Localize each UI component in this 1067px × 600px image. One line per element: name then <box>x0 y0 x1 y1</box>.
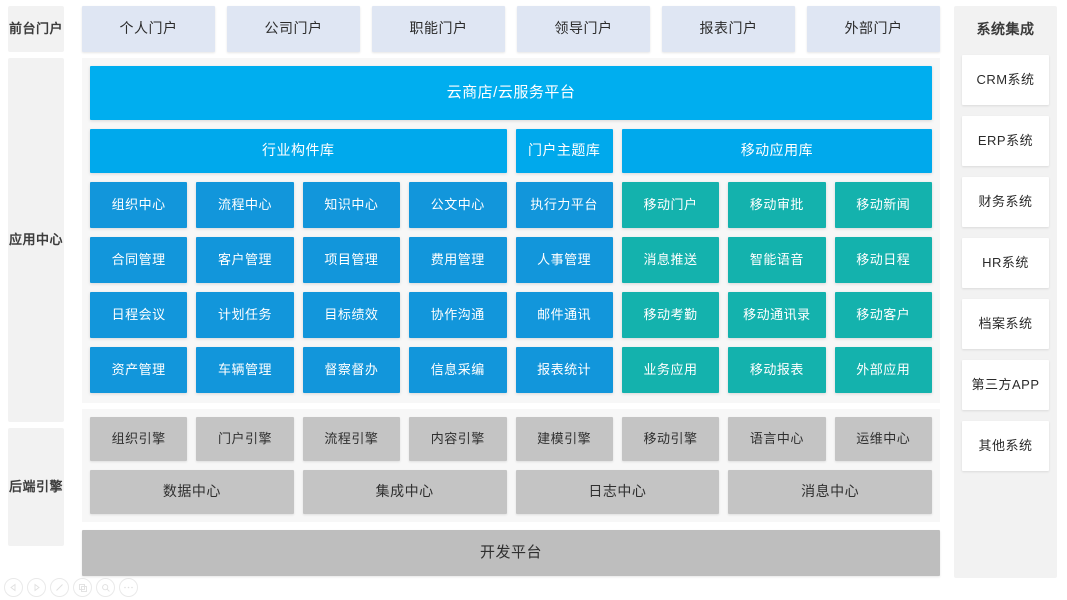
library-mobile-apps[interactable]: 移动应用库 <box>621 129 932 173</box>
module-tile-intelligent-voice[interactable]: 智能语音 <box>728 237 826 283</box>
rail-app-center-text: 应用中心 <box>8 231 63 247</box>
module-tile-schedule-meeting[interactable]: 日程会议 <box>90 292 188 338</box>
module-grid: 组织中心 流程中心 知识中心 公文中心 执行力平台 移动门户 移动审批 移动新闻… <box>90 182 932 393</box>
module-tile-hr-management[interactable]: 人事管理 <box>515 237 613 283</box>
module-tile-information-editing[interactable]: 信息采编 <box>409 347 507 393</box>
module-tile-knowledge-center[interactable]: 知识中心 <box>302 182 401 228</box>
module-tile-organization-center[interactable]: 组织中心 <box>90 182 188 228</box>
engine-tile-mobile[interactable]: 移动引擎 <box>621 417 720 461</box>
center-tile-log[interactable]: 日志中心 <box>515 470 720 514</box>
center-tile-message[interactable]: 消息中心 <box>728 470 932 514</box>
module-tile-mobile-portal[interactable]: 移动门户 <box>621 182 720 228</box>
copy-icon[interactable] <box>73 578 92 597</box>
portal-item-5[interactable]: 外部门户 <box>807 6 940 52</box>
module-tile-message-push[interactable]: 消息推送 <box>621 237 720 283</box>
module-tile-plan-task[interactable]: 计划任务 <box>196 292 294 338</box>
main-body: 云商店/云服务平台 行业构件库 门户主题库 移动应用库 组织中心 流程中心 知识… <box>70 58 950 600</box>
module-tile-email-communication[interactable]: 邮件通讯 <box>515 292 613 338</box>
module-tile-project-management[interactable]: 项目管理 <box>302 237 401 283</box>
portal-strip: 个人门户 公司门户 职能门户 领导门户 报表门户 外部门户 <box>70 0 950 58</box>
pen-icon[interactable] <box>50 578 69 597</box>
library-industry-components[interactable]: 行业构件库 <box>90 129 507 173</box>
module-tile-mobile-calendar[interactable]: 移动日程 <box>834 237 932 283</box>
engine-tile-modeling[interactable]: 建模引擎 <box>515 417 613 461</box>
system-integration-item-erp[interactable]: ERP系统 <box>962 116 1049 166</box>
module-tile-mobile-attendance[interactable]: 移动考勤 <box>621 292 720 338</box>
engine-tile-organization[interactable]: 组织引擎 <box>90 417 188 461</box>
library-portal-themes[interactable]: 门户主题库 <box>515 129 613 173</box>
center-tile-integration[interactable]: 集成中心 <box>302 470 507 514</box>
system-integration-title: 系统集成 <box>976 21 1035 38</box>
rail-front-portal-text: 前台门户 <box>8 20 63 36</box>
center-tile-data[interactable]: 数据中心 <box>90 470 294 514</box>
left-rail-top: 前台门户 <box>0 0 70 58</box>
module-tile-mobile-news[interactable]: 移动新闻 <box>834 182 932 228</box>
module-tile-mobile-approval[interactable]: 移动审批 <box>728 182 826 228</box>
module-tile-mobile-report[interactable]: 移动报表 <box>728 347 826 393</box>
search-icon[interactable] <box>96 578 115 597</box>
module-tile-goal-performance[interactable]: 目标绩效 <box>302 292 401 338</box>
system-integration-rail: 系统集成 CRM系统 ERP系统 财务系统 HR系统 档案系统 第三方APP 其… <box>954 6 1057 578</box>
center-row: 数据中心 集成中心 日志中心 消息中心 <box>90 470 932 514</box>
module-tile-asset-management[interactable]: 资产管理 <box>90 347 188 393</box>
module-tile-process-center[interactable]: 流程中心 <box>196 182 294 228</box>
play-icon[interactable] <box>27 578 46 597</box>
backend-engine-panel: 组织引擎 门户引擎 流程引擎 内容引擎 建模引擎 移动引擎 语言中心 运维中心 … <box>82 409 940 522</box>
application-center-panel: 云商店/云服务平台 行业构件库 门户主题库 移动应用库 组织中心 流程中心 知识… <box>82 58 940 403</box>
portal-item-0[interactable]: 个人门户 <box>82 6 215 52</box>
rail-label-backend-engine: 后端引擎 <box>8 428 64 546</box>
more-icon[interactable] <box>119 578 138 597</box>
mini-toolbar <box>4 578 138 597</box>
engine-tile-language-center[interactable]: 语言中心 <box>728 417 826 461</box>
module-tile-contract-management[interactable]: 合同管理 <box>90 237 188 283</box>
rail-label-front-portal: 前台门户 <box>8 6 64 52</box>
rail-label-app-center: 应用中心 <box>8 58 64 422</box>
cloud-store-platform-bar[interactable]: 云商店/云服务平台 <box>90 66 932 120</box>
module-tile-vehicle-management[interactable]: 车辆管理 <box>196 347 294 393</box>
rail-backend-engine-text: 后端引擎 <box>8 478 63 494</box>
module-tile-mobile-contacts[interactable]: 移动通讯录 <box>728 292 826 338</box>
portal-item-3[interactable]: 领导门户 <box>517 6 650 52</box>
library-row: 行业构件库 门户主题库 移动应用库 <box>90 129 932 173</box>
engine-tile-portal[interactable]: 门户引擎 <box>196 417 294 461</box>
system-integration-item-thirdparty-app[interactable]: 第三方APP <box>962 360 1049 410</box>
system-integration-item-crm[interactable]: CRM系统 <box>962 55 1049 105</box>
module-tile-external-application[interactable]: 外部应用 <box>834 347 932 393</box>
left-rail-bottom: 应用中心 后端引擎 <box>0 58 70 600</box>
engine-tile-process[interactable]: 流程引擎 <box>302 417 401 461</box>
system-integration-item-hr[interactable]: HR系统 <box>962 238 1049 288</box>
development-platform-bar[interactable]: 开发平台 <box>82 530 940 576</box>
previous-icon[interactable] <box>4 578 23 597</box>
system-integration-item-archive[interactable]: 档案系统 <box>962 299 1049 349</box>
portal-item-2[interactable]: 职能门户 <box>372 6 505 52</box>
development-platform-row: 开发平台 <box>82 530 940 576</box>
engine-tile-content[interactable]: 内容引擎 <box>409 417 507 461</box>
module-tile-mobile-customer[interactable]: 移动客户 <box>834 292 932 338</box>
module-tile-execution-platform[interactable]: 执行力平台 <box>515 182 613 228</box>
module-tile-report-statistics[interactable]: 报表统计 <box>515 347 613 393</box>
system-integration-item-finance[interactable]: 财务系统 <box>962 177 1049 227</box>
module-tile-supervision[interactable]: 督察督办 <box>302 347 401 393</box>
module-tile-collaboration[interactable]: 协作沟通 <box>409 292 507 338</box>
engine-tile-operations-center[interactable]: 运维中心 <box>834 417 932 461</box>
module-tile-business-application[interactable]: 业务应用 <box>621 347 720 393</box>
engine-row: 组织引擎 门户引擎 流程引擎 内容引擎 建模引擎 移动引擎 语言中心 运维中心 <box>90 417 932 461</box>
module-tile-expense-management[interactable]: 费用管理 <box>409 237 507 283</box>
module-tile-document-center[interactable]: 公文中心 <box>409 182 507 228</box>
portal-item-4[interactable]: 报表门户 <box>662 6 795 52</box>
portal-item-1[interactable]: 公司门户 <box>227 6 360 52</box>
system-integration-item-other[interactable]: 其他系统 <box>962 421 1049 471</box>
module-tile-customer-management[interactable]: 客户管理 <box>196 237 294 283</box>
